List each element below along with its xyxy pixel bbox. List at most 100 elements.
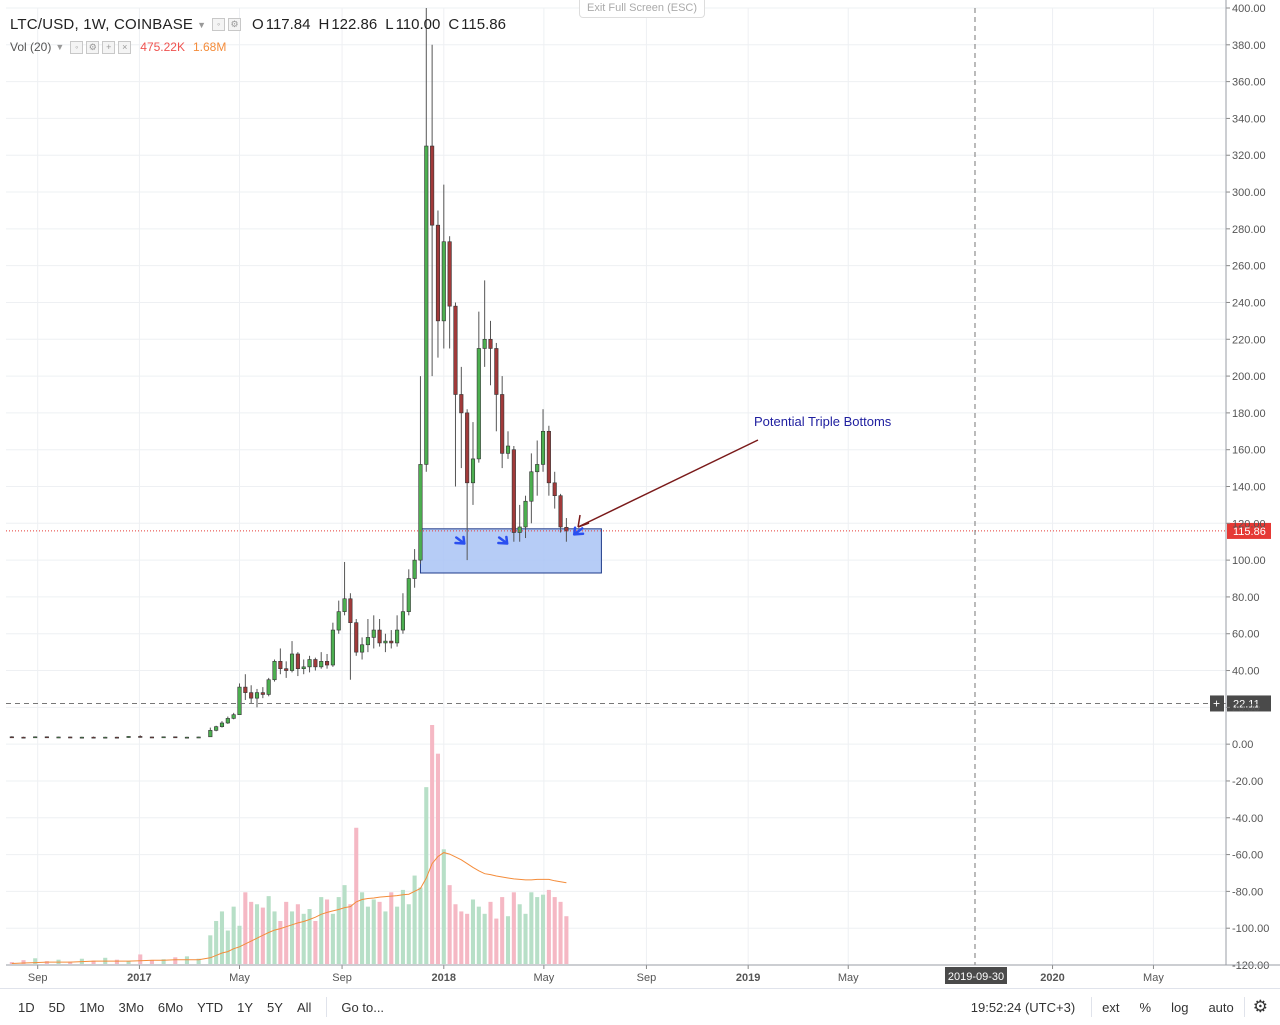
candle-body [21,736,26,739]
price-tick-label: 240.00 [1232,297,1266,309]
candle-body [301,666,306,669]
volume-title[interactable]: Vol (20) [10,40,52,54]
candle-body [535,464,540,473]
volume-bar [313,920,318,964]
candle-body [114,736,119,739]
price-tick-label: 40.00 [1232,666,1260,678]
volume-bar [161,959,166,964]
crosshair-price-tag [1227,695,1271,712]
price-tick-label: 120.00 [1232,518,1266,530]
eye-icon[interactable]: ◦ [70,40,84,54]
volume-bar [412,875,417,964]
volume-bar [254,904,260,964]
candle-body [412,559,417,579]
candle-body [91,736,96,739]
timeframe-1d[interactable]: 1D [18,999,35,1015]
volume-bar [430,725,435,964]
percent-toggle[interactable]: % [1139,999,1152,1015]
volume-bar [149,960,154,964]
price-tick-label: 280.00 [1232,224,1266,236]
support-zone-layer [419,528,602,574]
timeframe-1y[interactable]: 1Y [237,999,254,1015]
symbol-legend: LTC/USD, 1W, COINBASE ▼ ◦ ⚙ O 117.84 H 122… [10,16,506,33]
volume-caret-icon[interactable]: ▼ [55,42,65,52]
toolbar-divider [326,997,328,1017]
candle-body [447,241,452,307]
candle-body [249,692,254,699]
symbol-title[interactable]: LTC/USD, 1W, COINBASE [10,16,194,33]
candle-body [406,578,411,612]
volume-bar [395,906,400,964]
volume-bar [295,904,300,964]
candlestick-series [9,8,569,739]
timeframe-1mo[interactable]: 1Mo [79,999,105,1015]
close-key: C [448,16,460,33]
crosshair-date-tag [944,967,1007,984]
open-value: 117.84 [265,16,311,33]
toolbar-divider [1243,997,1245,1017]
volume-bar [365,906,370,964]
time-tick-label: 2019 [736,972,760,984]
timeframe-6mo[interactable]: 6Mo [157,999,184,1015]
last-price-tag [1227,522,1271,539]
candle-body [313,659,318,668]
candle-body [126,736,131,738]
price-tick-label: 260.00 [1232,261,1266,273]
annotation-text[interactable]: Potential Triple Bottoms [754,414,892,429]
volume-bar [126,961,131,964]
candle-body [488,338,493,349]
volume-bar [138,954,143,964]
timeframe-ytd[interactable]: YTD [197,999,224,1015]
crosshair-price-label: 22.11 [1233,698,1260,710]
volume-bar [319,897,324,964]
candle-body [377,629,382,644]
clock-display[interactable]: 19:52:24 (UTC+3) [970,999,1076,1015]
symbol-caret-icon[interactable]: ▼ [197,19,207,30]
goto-button[interactable]: Go to... [341,999,385,1015]
auto-toggle[interactable]: auto [1208,999,1234,1015]
timeframe-5d[interactable]: 5D [48,999,66,1015]
volume-bar [342,885,347,964]
volume-legend: Vol (20) ▼ ◦ ⚙ + × 475.22K 1.68M [10,40,226,54]
price-tick-label: 400.00 [1232,3,1266,15]
candle-body [424,145,429,465]
settings-icon[interactable]: ⚙ [228,18,242,31]
timeframe-5y[interactable]: 5Y [267,999,283,1015]
eye-icon[interactable]: ◦ [212,18,226,31]
volume-bar [482,913,487,964]
exit-fullscreen-button[interactable]: Exit Full Screen (ESC) [579,0,706,18]
toolbar-divider [1091,997,1093,1017]
time-tick-label: 2018 [432,972,456,984]
ext-toggle[interactable]: ext [1102,999,1120,1015]
price-tick-label: -80.00 [1232,886,1263,898]
price-tick-label: 80.00 [1232,592,1260,604]
candle-body [342,598,347,612]
candle-body [459,394,464,414]
candle-body [9,736,14,739]
candle-body [173,736,178,739]
candle-body [260,692,265,695]
volume-bar [465,913,470,964]
candle-body [79,736,84,739]
add-icon[interactable]: + [102,40,116,54]
candle-body [395,629,400,644]
low-value: 110.00 [395,16,441,33]
timeframe-all[interactable]: All [296,999,312,1015]
candle-body [243,686,248,693]
time-tick-label: 2017 [127,972,151,984]
bottom-toolbar: 1D 5D 1Mo 3Mo 6Mo YTD 1Y 5Y All Go to...… [0,988,1280,1025]
settings-icon[interactable]: ⚙ [86,40,100,54]
candle-body [482,338,487,349]
candle-body [564,526,569,532]
chart-canvas[interactable]: 115.86 + 22.11 2019-09-30 400.00 380.00 360.0… [0,0,1280,988]
gear-icon[interactable]: ⚙ [1252,997,1268,1016]
annotation-arrow-line [577,439,759,528]
candle-body [44,736,49,739]
close-icon[interactable]: × [118,40,132,54]
timeframe-3mo[interactable]: 3Mo [118,999,144,1015]
volume-bar [225,930,230,964]
time-tick-label: Sep [332,972,352,984]
volume-bar [354,827,359,964]
log-toggle[interactable]: log [1171,999,1189,1015]
volume-value: 475.22K [140,40,185,54]
